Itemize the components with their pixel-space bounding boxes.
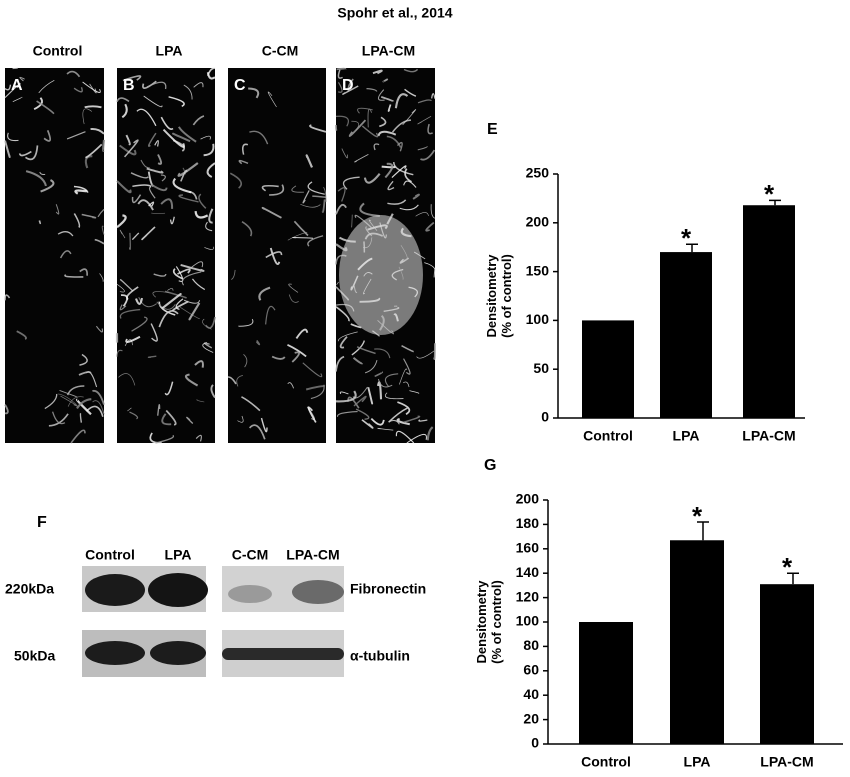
lane-label: Control <box>85 547 135 563</box>
y-tick-label: 250 <box>526 165 550 181</box>
band <box>150 641 206 665</box>
fiber <box>337 69 346 70</box>
significance-marker: * <box>681 223 692 253</box>
bar <box>660 252 712 418</box>
panel-letter: D <box>342 77 354 94</box>
micrograph <box>5 68 104 443</box>
bar <box>760 584 814 744</box>
y-tick-label: 200 <box>526 214 550 230</box>
micrograph <box>228 68 326 443</box>
band <box>292 580 344 604</box>
bar <box>582 320 634 418</box>
image-label: Control <box>33 43 83 59</box>
panel-letter: A <box>11 77 23 94</box>
y-axis-label: (% of control) <box>499 254 514 338</box>
fiber-cluster <box>339 215 423 335</box>
lane-label: C-CM <box>232 547 269 563</box>
image-label: LPA <box>156 43 183 59</box>
protein-label: α-tubulin <box>350 648 410 664</box>
panel-letter: F <box>37 514 47 531</box>
x-tick-label: LPA-CM <box>742 428 795 444</box>
lane-label: LPA-CM <box>286 547 339 563</box>
size-label: 220kDa <box>5 581 54 597</box>
x-tick-label: Control <box>583 428 633 444</box>
y-tick-label: 40 <box>523 686 539 702</box>
y-tick-label: 180 <box>516 515 540 531</box>
y-tick-label: 60 <box>523 662 539 678</box>
size-label: 50kDa <box>14 648 55 664</box>
y-tick-label: 100 <box>526 311 550 327</box>
x-tick-label: LPA <box>684 754 711 770</box>
fiber <box>39 220 40 223</box>
y-axis-label: Densitometry <box>484 254 499 338</box>
y-tick-label: 50 <box>533 360 549 376</box>
y-tick-label: 150 <box>526 262 550 278</box>
band <box>222 648 344 660</box>
band <box>148 573 208 607</box>
bar <box>579 622 633 744</box>
x-tick-label: LPA-CM <box>760 754 813 770</box>
x-tick-label: LPA <box>673 428 700 444</box>
protein-label: Fibronectin <box>350 581 426 597</box>
panel-letter: G <box>484 457 496 474</box>
y-tick-label: 80 <box>523 637 539 653</box>
fiber <box>13 68 18 69</box>
image-label: C-CM <box>262 43 299 59</box>
band <box>85 574 145 606</box>
x-tick-label: Control <box>581 754 631 770</box>
significance-marker: * <box>692 501 703 531</box>
y-tick-label: 140 <box>516 564 540 580</box>
significance-marker: * <box>764 179 775 209</box>
panel-letter: E <box>487 121 498 138</box>
western-blot: F Control LPA C-CM LPA-CM 220kDa 50kDa F… <box>5 514 426 677</box>
y-axis-label: (% of control) <box>489 580 504 664</box>
y-tick-label: 200 <box>516 491 540 507</box>
panel-letter: B <box>123 77 135 94</box>
lane-label: LPA <box>165 547 192 563</box>
y-tick-label: 0 <box>531 735 539 751</box>
y-tick-label: 120 <box>516 588 540 604</box>
y-axis-label: Densitometry <box>474 580 489 664</box>
bar <box>670 540 724 744</box>
band <box>85 641 145 665</box>
bar <box>743 205 795 418</box>
band <box>228 585 272 603</box>
panel-letter: C <box>234 77 246 94</box>
y-tick-label: 160 <box>516 540 540 556</box>
micrographs <box>5 68 435 443</box>
fiber <box>85 106 102 107</box>
fiber <box>103 140 104 151</box>
figure-title: Spohr et al., 2014 <box>337 5 452 21</box>
fiber <box>434 343 435 359</box>
y-tick-label: 20 <box>523 710 539 726</box>
significance-marker: * <box>782 552 793 582</box>
y-tick-label: 100 <box>516 613 540 629</box>
y-tick-label: 0 <box>541 409 549 425</box>
image-label: LPA-CM <box>362 43 415 59</box>
fiber <box>336 125 337 131</box>
